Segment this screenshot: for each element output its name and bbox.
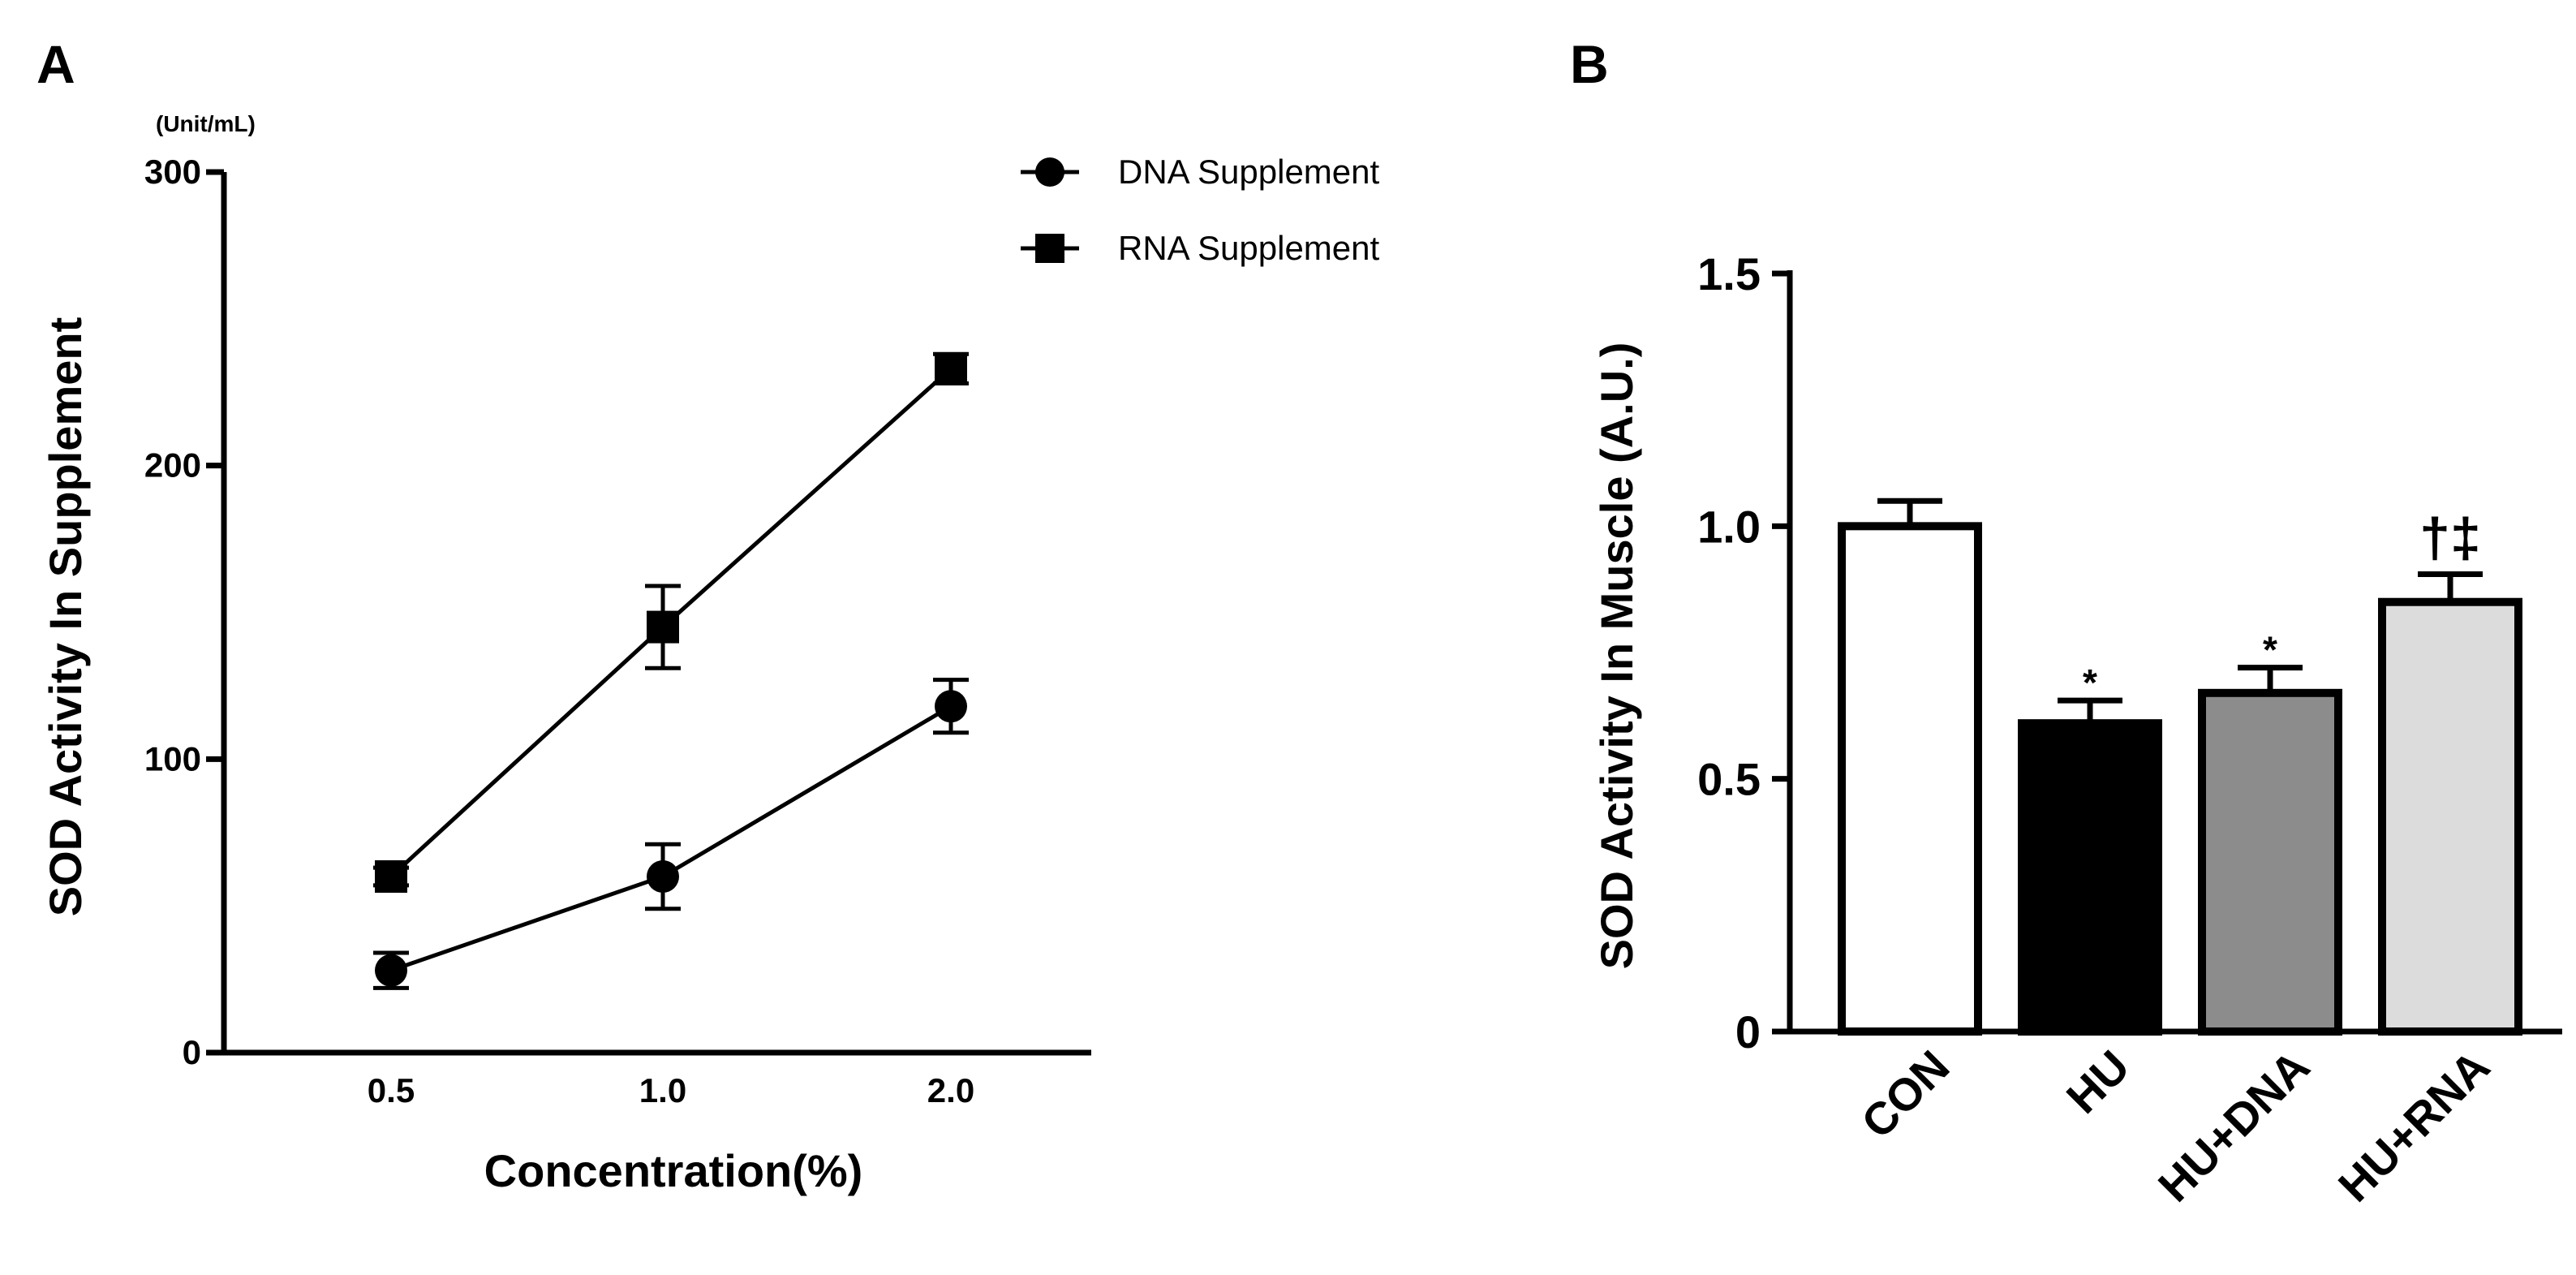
chart-a-ytick-label: 0 <box>183 1033 201 1071</box>
chart-a-ytick-label: 300 <box>144 153 201 191</box>
chart-b-ylabel: SOD Activity In Muscle (A.U.) <box>1591 342 1642 970</box>
chart-a-xtick-label: 2.0 <box>927 1071 974 1109</box>
panel-b-letter: B <box>1570 34 1609 94</box>
chart-a: (Unit/mL) SOD Activity In Supplement Con… <box>40 111 1380 1196</box>
bar-hu <box>2018 719 2162 1036</box>
legend-rna-marker <box>1035 234 1064 263</box>
significance-marker: * <box>2083 661 2097 704</box>
chart-b-xtick-label: CON <box>1851 1040 1959 1148</box>
chart-b-ytick-label: 0.5 <box>1697 754 1761 805</box>
chart-a-xtick-label: 1.0 <box>639 1071 686 1109</box>
series-dna-line <box>390 704 953 973</box>
chart-b-xtick-label: HU+RNA <box>2329 1040 2500 1212</box>
chart-b: SOD Activity In Muscle (A.U.) 0 0.5 1.0 1.5… <box>1591 248 2562 1212</box>
chart-a-ytick-label: 200 <box>144 446 201 485</box>
significance-marker: †‡ <box>2419 506 2481 568</box>
chart-b-ytick-label: 1.0 <box>1697 501 1761 552</box>
bar-con <box>1838 522 1982 1036</box>
chart-a-xtick-label: 0.5 <box>368 1071 415 1109</box>
chart-a-xlabel: Concentration(%) <box>484 1145 863 1196</box>
series-dna-point <box>935 690 967 723</box>
series-rna-point <box>647 610 679 644</box>
chart-a-legend: DNA Supplement RNA Supplement <box>1021 153 1380 267</box>
legend-dna-label: DNA Supplement <box>1118 153 1380 191</box>
panel-a-letter: A <box>37 34 75 94</box>
significance-marker: * <box>2263 629 2277 671</box>
bar-hu-rna <box>2378 597 2522 1036</box>
bar-hu-dna <box>2198 688 2342 1036</box>
chart-b-ytick-label: 0 <box>1735 1006 1761 1057</box>
series-dna-point <box>647 860 679 893</box>
legend-dna-marker <box>1035 157 1064 187</box>
series-dna-point <box>375 954 407 987</box>
chart-a-ytick-label: 100 <box>144 739 201 777</box>
chart-a-unit-label: (Unit/mL) <box>156 111 256 136</box>
chart-b-ytick-label: 1.5 <box>1697 248 1761 299</box>
legend-rna-label: RNA Supplement <box>1118 229 1380 267</box>
chart-a-ylabel: SOD Activity In Supplement <box>40 317 91 916</box>
series-rna-point <box>935 352 967 386</box>
series-rna-point <box>375 860 407 893</box>
chart-b-xtick-label: HU+DNA <box>2148 1040 2320 1212</box>
chart-b-xtick-label: HU <box>2057 1040 2139 1123</box>
